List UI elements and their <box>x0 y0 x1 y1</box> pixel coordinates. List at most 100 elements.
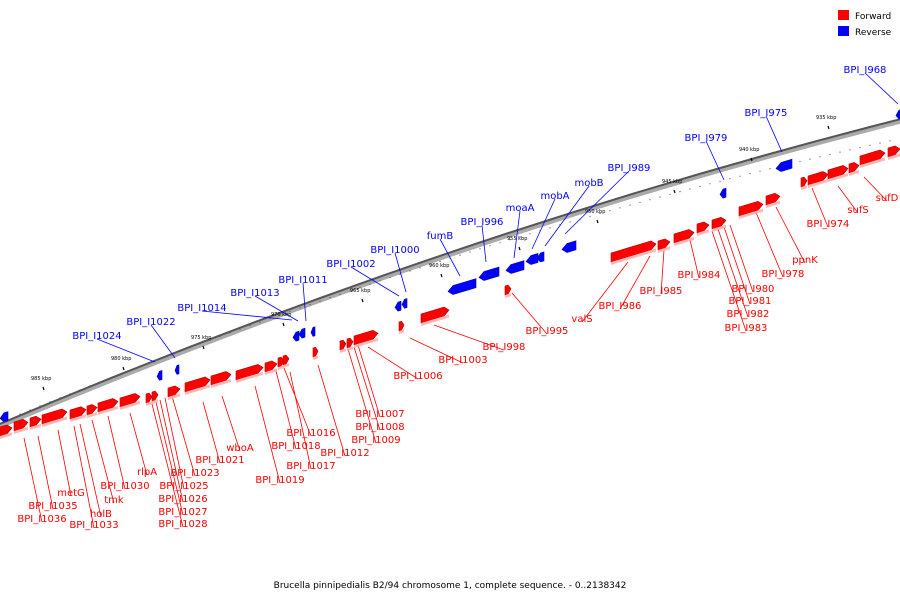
forward-27-gene[interactable] <box>696 221 710 236</box>
kbp-tick <box>827 125 830 130</box>
kbp-label: 970 kbp <box>271 312 291 318</box>
forward-24-gene[interactable] <box>610 240 657 265</box>
bpi-i968-leader <box>864 72 899 105</box>
tick-dot <box>669 193 671 195</box>
forward-36-gene[interactable] <box>887 145 900 160</box>
rlpa-label: rlpA <box>137 467 157 478</box>
forward-25-gene[interactable] <box>657 238 671 253</box>
reverse-6-gene[interactable] <box>394 300 402 315</box>
forward-9-gene[interactable] <box>151 390 159 404</box>
bpi-i1012-leader <box>317 364 346 457</box>
chromosome-backbone <box>0 118 900 425</box>
sufs-leader <box>837 185 859 214</box>
metg-label: metG <box>57 488 85 499</box>
reverse-2-gene[interactable] <box>174 364 180 378</box>
forward-8-gene[interactable] <box>145 392 153 406</box>
forward-23-gene[interactable] <box>504 284 512 298</box>
tick-dot <box>819 156 821 158</box>
reverse-4-gene[interactable] <box>298 327 306 342</box>
forward-34-gene[interactable] <box>848 162 860 177</box>
tick-dot <box>129 369 131 371</box>
tick-dot <box>59 397 61 399</box>
forward-15-gene[interactable] <box>277 356 285 370</box>
wboa-label: wboA <box>226 443 254 454</box>
bpi-i1027-leader <box>155 401 184 516</box>
moaa-leader <box>513 210 521 259</box>
bpi-i1009-label: BPI_I1009 <box>351 435 400 446</box>
forward-1-gene[interactable] <box>13 418 29 434</box>
tick-dot <box>379 280 381 282</box>
reverse-1-gene[interactable] <box>156 370 163 385</box>
tick-dot <box>409 270 411 272</box>
bpi-i1000-label: BPI_I1000 <box>370 245 419 256</box>
forward-32-gene[interactable] <box>807 171 829 189</box>
forward-26-gene[interactable] <box>673 229 695 247</box>
forward-29-gene[interactable] <box>738 200 764 219</box>
reverse-5-gene[interactable] <box>310 326 316 340</box>
bpi-i1026-leader <box>159 399 184 503</box>
forward-33-gene[interactable] <box>827 165 849 183</box>
reverse-16-gene[interactable] <box>895 109 900 123</box>
tick-dot <box>729 178 731 180</box>
kbp-label: 935 kbp <box>816 115 836 121</box>
forward-5-gene[interactable] <box>86 404 98 419</box>
kbp-tick <box>750 157 753 162</box>
forward-14-gene[interactable] <box>264 360 278 375</box>
forward-11-gene[interactable] <box>184 376 211 395</box>
forward-13-gene[interactable] <box>235 364 264 383</box>
forward-10-gene[interactable] <box>167 385 181 400</box>
moaa-label: moaA <box>506 203 535 214</box>
tick-dot <box>569 221 571 223</box>
kbp-tick <box>673 189 676 194</box>
forward-31-gene[interactable] <box>800 176 808 190</box>
reverse-14-gene[interactable] <box>719 187 727 202</box>
reverse-9-gene[interactable] <box>478 266 500 285</box>
forward-4-gene[interactable] <box>69 406 87 422</box>
tick-dot <box>49 401 51 403</box>
forward-2-gene[interactable] <box>29 415 42 430</box>
tick-dot <box>489 245 491 247</box>
forward-21-gene[interactable] <box>398 320 405 334</box>
tick-dot <box>109 377 111 379</box>
map-caption: Brucella pinnipedialis B2/94 chromosome … <box>274 581 627 591</box>
forward-18-gene[interactable] <box>339 339 347 353</box>
bpi-i984-label: BPI_I984 <box>678 270 721 281</box>
reverse-10-gene[interactable] <box>505 260 525 278</box>
ppnk-label: ppnK <box>792 255 818 266</box>
forward-28-gene[interactable] <box>711 216 727 232</box>
tick-dot <box>369 283 371 285</box>
forward-16-gene[interactable] <box>282 354 290 368</box>
forward-22-gene[interactable] <box>420 306 450 326</box>
tmk-leader <box>91 419 115 504</box>
forward-20-gene[interactable] <box>353 329 379 348</box>
reverse-13-gene[interactable] <box>561 240 577 257</box>
tick-dot <box>89 385 91 387</box>
forward-30-gene[interactable] <box>765 192 781 208</box>
forward-0-gene[interactable] <box>0 424 13 439</box>
reverse-15-gene[interactable] <box>775 158 793 176</box>
reverse-0-gene[interactable] <box>0 411 9 426</box>
forward-3-gene[interactable] <box>41 408 68 427</box>
tick-dot <box>79 389 81 391</box>
forward-19-gene[interactable] <box>346 337 354 351</box>
bpi-i1002-label: BPI_I1002 <box>326 259 375 270</box>
tick-dot <box>619 207 621 209</box>
forward-6-gene[interactable] <box>97 398 119 416</box>
forward-17-gene[interactable] <box>312 346 319 360</box>
tick-dot <box>709 183 711 185</box>
reverse-7-gene[interactable] <box>401 298 408 313</box>
forward-12-gene[interactable] <box>210 371 232 389</box>
forward-35-gene[interactable] <box>859 149 886 168</box>
reverse-3-gene[interactable] <box>292 330 300 345</box>
forward-7-gene[interactable] <box>119 393 141 411</box>
bpi-i1026-label: BPI_I1026 <box>158 494 207 505</box>
tick-dot <box>149 362 151 364</box>
metg-leader <box>57 429 72 497</box>
reverse-12-gene[interactable] <box>536 251 545 266</box>
reverse-8-gene[interactable] <box>447 278 477 299</box>
bpi-i1036-label: BPI_I1036 <box>17 514 66 525</box>
tick-dot <box>19 413 21 415</box>
reverse-11-gene[interactable] <box>525 252 539 269</box>
kbp-tick <box>202 345 205 350</box>
kbp-label: 950 kbp <box>585 209 605 215</box>
